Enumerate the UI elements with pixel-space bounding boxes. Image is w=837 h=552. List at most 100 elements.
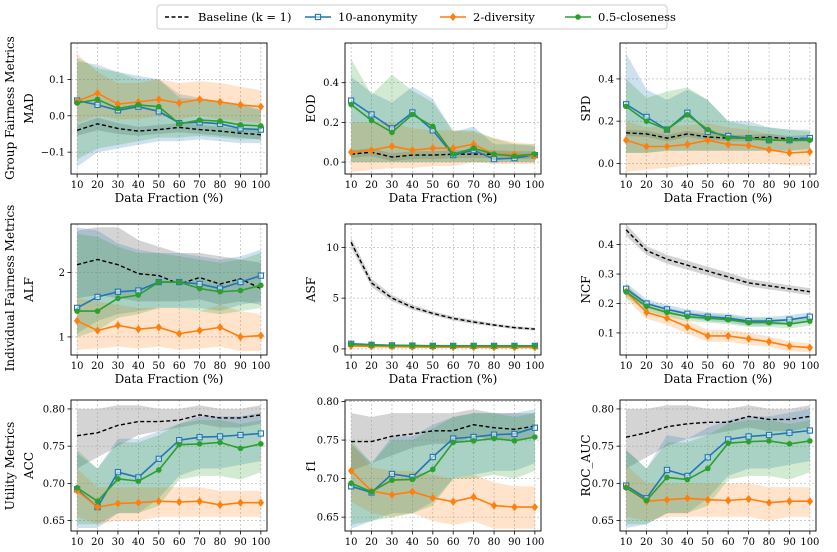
x-tick-label: 20: [640, 361, 653, 372]
point-closeness: [155, 467, 162, 473]
point-closeness: [786, 137, 793, 143]
x-tick-label: 60: [722, 537, 735, 548]
line-closeness: [625, 440, 811, 502]
point-anonymity: [94, 101, 101, 109]
point-closeness: [532, 434, 538, 440]
point-anonymity: [368, 111, 375, 118]
point-anonymity: [155, 108, 162, 115]
y-tick-label: 0.70: [592, 479, 614, 490]
point-anonymity: [786, 429, 793, 436]
point-anonymity: [155, 455, 162, 462]
point-diversity: [176, 329, 183, 338]
point-diversity: [806, 147, 814, 156]
point-closeness: [94, 96, 101, 103]
x-tick-label: 10: [620, 361, 633, 372]
y-tick-label: 0.80: [592, 404, 614, 415]
line-anonymity: [350, 99, 536, 160]
band-closeness: [626, 285, 810, 329]
y-axis-label: ASF: [304, 277, 318, 303]
panel-acc: 1020304050607080901000.650.700.750.80Dat…: [22, 399, 270, 552]
line-closeness: [350, 436, 536, 493]
point-closeness: [664, 309, 670, 316]
point-closeness: [217, 118, 223, 125]
band-baseline: [626, 405, 810, 469]
band-baseline: [626, 224, 810, 296]
point-closeness: [176, 441, 183, 448]
y-tick-label: 1: [59, 332, 65, 343]
axes-frame: [619, 42, 817, 175]
band-closeness: [77, 57, 261, 160]
x-tick-label: 10: [345, 361, 358, 372]
point-diversity: [684, 140, 691, 149]
axes-frame: [344, 42, 542, 175]
legend-label-anonymity: 10-anonymity: [338, 10, 418, 24]
grid: [345, 224, 541, 355]
x-tick-label: 80: [763, 180, 776, 191]
point-anonymity: [388, 470, 396, 478]
band-diversity: [351, 443, 535, 529]
point-diversity: [470, 493, 477, 502]
point-closeness: [368, 342, 375, 348]
x-tick-label: 60: [173, 361, 186, 372]
point-closeness: [704, 315, 711, 322]
point-diversity: [745, 494, 752, 504]
x-tick-label: 10: [71, 361, 84, 372]
markers-anonymity: [622, 427, 814, 502]
band-closeness: [77, 233, 261, 337]
point-anonymity: [511, 430, 518, 438]
point-closeness: [450, 439, 457, 446]
row-label-1: Individual Fairness Metrics: [3, 205, 17, 372]
point-closeness: [491, 343, 497, 349]
point-diversity: [176, 497, 183, 507]
point-closeness: [115, 105, 121, 112]
point-closeness: [237, 287, 244, 294]
x-tick-label: 10: [620, 537, 633, 548]
x-tick-label: 90: [783, 537, 796, 548]
y-tick-label: 0: [333, 344, 339, 355]
line-anonymity: [625, 429, 810, 500]
y-tick-label: 0.75: [592, 442, 614, 453]
square-marker-icon: [314, 13, 322, 21]
x-tick-label: 80: [214, 537, 227, 548]
point-diversity: [94, 503, 101, 512]
point-closeness: [511, 153, 518, 159]
point-diversity: [237, 332, 244, 342]
row-label-2: Utility Metrics: [3, 422, 17, 511]
point-diversity: [765, 145, 773, 154]
point-closeness: [511, 343, 518, 349]
point-diversity: [135, 325, 142, 334]
point-diversity: [663, 314, 671, 323]
point-anonymity: [704, 454, 711, 461]
x-tick-label: 70: [742, 180, 755, 191]
y-tick-label: 0.80: [317, 397, 339, 408]
y-tick-label: 0.3: [598, 270, 614, 281]
line-closeness: [350, 103, 535, 157]
y-tick-label: 0.4: [323, 78, 339, 89]
point-diversity: [704, 495, 711, 504]
point-diversity: [745, 334, 752, 343]
line-closeness: [76, 441, 262, 503]
point-closeness: [623, 103, 629, 110]
point-closeness: [258, 123, 264, 129]
point-closeness: [409, 111, 416, 118]
x-tick-label: 50: [426, 537, 439, 548]
x-tick-label: 100: [251, 180, 270, 191]
axes-frame: [619, 399, 817, 532]
x-tick-label: 90: [234, 361, 247, 372]
point-closeness: [348, 341, 354, 348]
point-closeness: [643, 303, 650, 310]
y-tick-label: 0.65: [317, 513, 339, 524]
x-tick-label: 80: [488, 361, 501, 372]
x-tick-label: 20: [640, 537, 653, 548]
point-diversity: [114, 321, 122, 330]
legend-label-diversity: 2-diversity: [473, 10, 535, 24]
axes-frame: [344, 399, 542, 532]
point-closeness: [74, 308, 80, 314]
panel-mad: 10 20 30 40 50 60 70 80 90 100 −0.1 0.0 0.1 Data Frac…: [22, 42, 270, 205]
point-closeness: [196, 285, 203, 292]
point-diversity: [257, 331, 265, 340]
point-closeness: [786, 321, 793, 327]
plot-area: [622, 405, 814, 528]
y-tick-label: 2: [59, 268, 65, 279]
